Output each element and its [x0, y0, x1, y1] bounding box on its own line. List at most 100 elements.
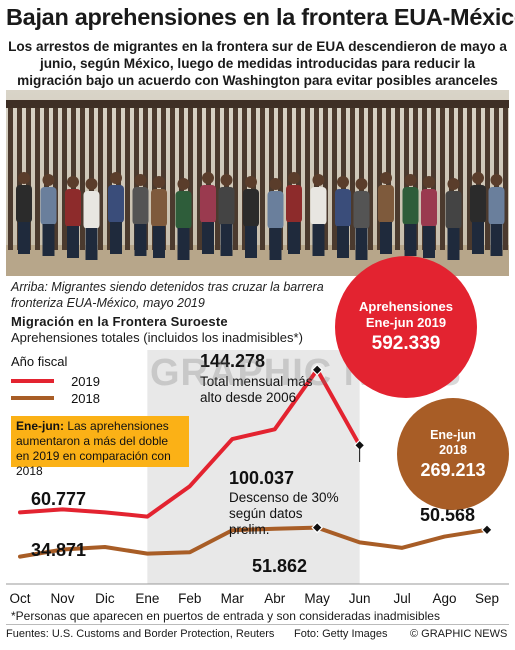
x-tick-label: Abr — [264, 591, 286, 606]
person-figure — [40, 174, 57, 256]
fence-bar — [161, 100, 166, 250]
fence-bar — [404, 100, 409, 250]
data-point-marker — [311, 521, 324, 534]
fence-bar — [332, 100, 337, 250]
jan-jun-shaded-band — [147, 350, 360, 584]
note-text: Las aprehensiones aumentaron a más del d… — [16, 419, 171, 478]
fence-bar — [413, 100, 418, 250]
fence-bar — [485, 100, 490, 250]
fence-bar — [53, 100, 58, 250]
fence-bar — [98, 100, 103, 250]
photo-credit: Foto: Getty Images — [294, 628, 388, 640]
x-tick-label: Mar — [221, 591, 245, 606]
annotation-oct-2019-value: 60.777 — [31, 489, 86, 509]
fence-bar — [170, 100, 175, 250]
person-figure — [353, 178, 370, 260]
fence-bar — [143, 100, 148, 250]
photo-caption: Arriba: Migrantes siendo detenidos tras … — [11, 280, 324, 310]
x-tick-label: Feb — [178, 591, 201, 606]
fence-bar — [107, 100, 112, 250]
headline: Bajan aprehensiones en la frontera EUA-M… — [6, 4, 515, 30]
legend-label-2018: 2018 — [71, 391, 100, 406]
fence-bar — [71, 100, 76, 250]
fence-bar — [431, 100, 436, 250]
person-figure — [151, 176, 167, 258]
person-figure — [402, 174, 419, 256]
person-figure — [445, 178, 462, 260]
badge-2019-label1: Aprehensiones — [359, 299, 453, 314]
fence-bar — [395, 100, 400, 250]
fence-bar — [377, 100, 382, 250]
person-figure — [83, 178, 100, 260]
series-line-2018 — [18, 525, 489, 559]
person-figure — [243, 176, 259, 258]
fence-bar — [278, 100, 283, 250]
badge-2018-label2: 2018 — [439, 442, 467, 457]
person-figure — [286, 172, 302, 254]
fence-bar — [458, 100, 463, 250]
fence-bar — [125, 100, 130, 250]
badge-2019-value: 592.339 — [371, 333, 441, 354]
fence-bar — [359, 100, 364, 250]
fence-bar — [350, 100, 355, 250]
fence-bar — [422, 100, 427, 250]
sources: Fuentes: U.S. Customs and Border Protect… — [6, 628, 275, 640]
fence-bar — [305, 100, 310, 250]
fence-bar — [80, 100, 85, 250]
annotation-june-text: según datos — [229, 506, 303, 521]
x-tick-label: Dic — [95, 591, 115, 606]
fence-bar — [467, 100, 472, 250]
x-tick-label: Sep — [475, 591, 499, 606]
badge-2018-label1: Ene-jun — [430, 427, 476, 442]
badge-2019-label2: Ene-jun 2019 — [365, 315, 447, 330]
fence-bar — [35, 100, 40, 250]
person-figure — [335, 176, 351, 258]
data-point-marker — [481, 523, 493, 536]
person-figure — [470, 172, 486, 254]
fence-bar — [188, 100, 193, 250]
legend-title: Año fiscal — [11, 354, 67, 369]
fence-bar — [449, 100, 454, 250]
fence-bar — [134, 100, 139, 250]
legend-label-2019: 2019 — [71, 374, 100, 389]
fence-bar — [341, 100, 346, 250]
divider — [6, 624, 509, 625]
fence-bar — [233, 100, 238, 250]
person-figure — [310, 174, 327, 256]
copyright: © GRAPHIC NEWS — [410, 628, 508, 640]
fence-bar — [242, 100, 247, 250]
subheadline: Los arrestos de migrantes en la frontera… — [8, 39, 507, 105]
person-figure — [378, 172, 394, 254]
fence-bar — [269, 100, 274, 250]
badge-2018-value: 269.213 — [420, 459, 486, 480]
series-line-2019 — [18, 367, 362, 519]
fence-bar — [251, 100, 256, 250]
person-figure — [108, 172, 124, 254]
person-figure — [267, 178, 284, 260]
annotation-june-text: prelim. — [229, 522, 270, 537]
fence-bar — [89, 100, 94, 250]
note-bold: Ene-jun: — [16, 419, 64, 433]
person-figure — [421, 176, 437, 258]
fence-bar — [440, 100, 445, 250]
annotation-peak-text: Total mensual más — [200, 374, 313, 389]
fence-bar — [215, 100, 220, 250]
x-tick-label: Nov — [50, 591, 74, 606]
person-figure — [218, 174, 235, 256]
chart-title: Migración en la Frontera Suroeste — [11, 314, 228, 329]
annotation-oct-2018-value: 34.871 — [31, 540, 86, 560]
chart-subtitle: Aprehensiones totales (incluidos los ina… — [11, 330, 303, 345]
person-figure — [132, 174, 149, 256]
person-figure — [488, 174, 505, 256]
fence-bar — [62, 100, 67, 250]
fence-bar — [197, 100, 202, 250]
person-figure — [16, 172, 32, 254]
fence-bar — [152, 100, 157, 250]
x-tick-label: Ago — [433, 591, 457, 606]
badge-2019: Aprehensiones Ene-jun 2019 592.339 — [335, 256, 477, 398]
fence-bar — [179, 100, 184, 250]
annotation-june-text: Descenso de 30% — [229, 490, 339, 505]
data-point-marker — [311, 363, 324, 376]
fence-bar — [323, 100, 328, 250]
jan-jun-note: Ene-jun: Las aprehensiones aumentaron a … — [11, 416, 189, 478]
